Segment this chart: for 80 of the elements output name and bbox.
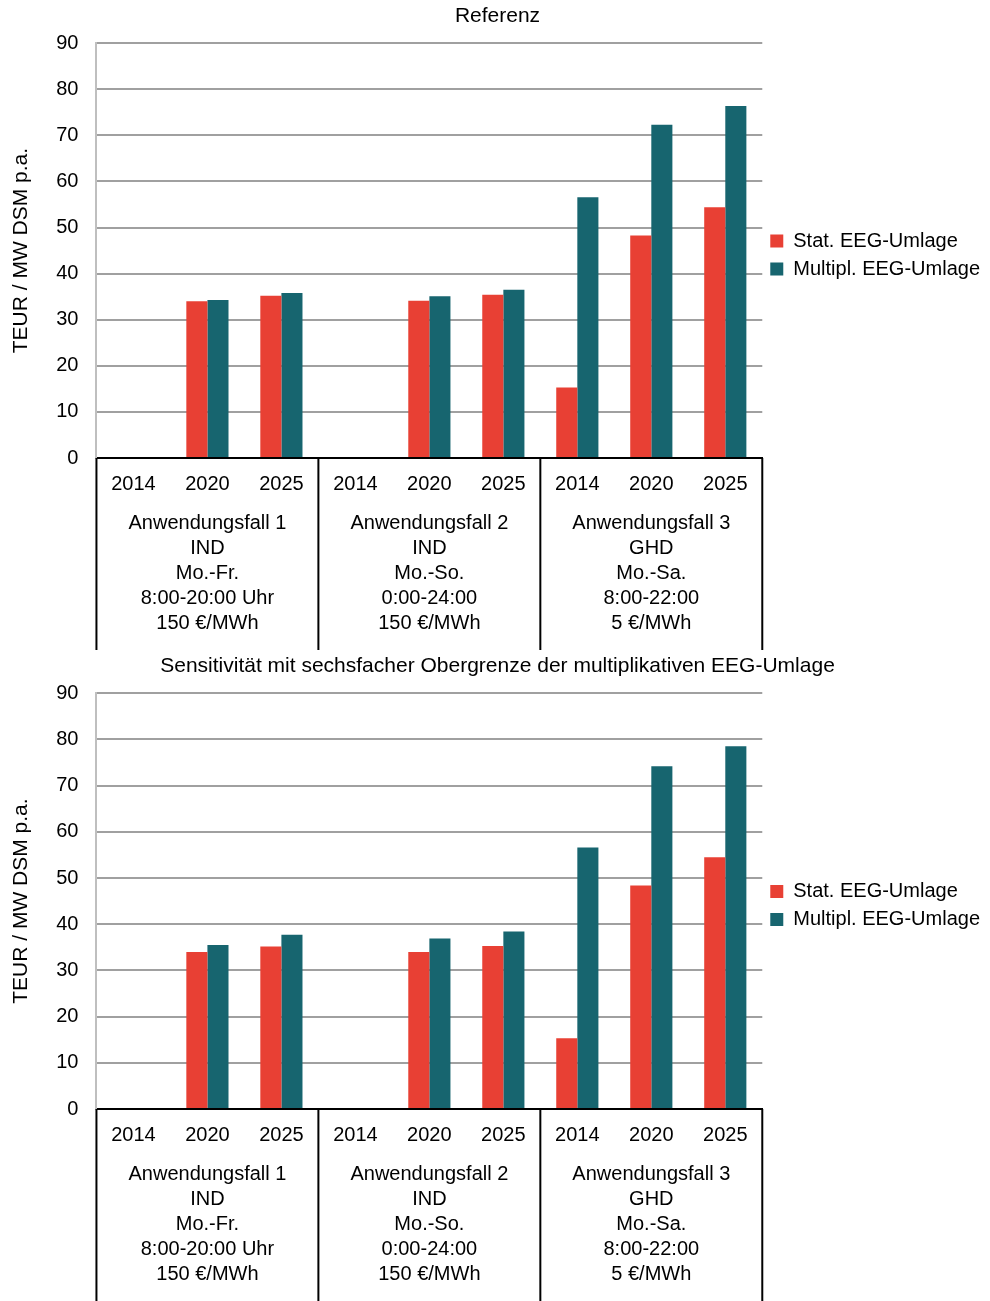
bar [725,105,747,457]
y-tick-label: 70 [56,122,79,145]
bar [408,951,430,1108]
bar [577,847,599,1108]
bar [186,301,208,457]
bar [207,299,229,457]
y-tick-label: 40 [56,261,79,284]
x-tick-label: 2014 [333,471,378,494]
y-tick-label: 90 [56,680,79,703]
bar [630,235,652,457]
y-tick-label: 40 [56,911,79,934]
x-tick-label: 2020 [185,471,230,494]
chart-title: Referenz [454,3,541,27]
y-tick-label: 80 [56,76,79,99]
bar [503,931,525,1108]
x-tick-label: 2020 [629,1122,674,1145]
x-tick-label: 2025 [703,471,748,494]
text: Anwendungsfall 2 IND Mo.-So. 0:00-24:00 150 €/MWh [350,510,509,633]
text: Anwendungsfall 1 IND Mo.-Fr. 8:00-20:00 Uhr 150 €/MWh [128,1161,287,1284]
legend-label: Stat. EEG-Umlage [793,228,958,251]
legend-label: Multipl. EEG-Umlage [793,907,980,930]
x-tick-label: 2014 [111,471,156,494]
bar [577,197,599,457]
bar [207,944,229,1108]
bar [556,1038,578,1108]
y-tick-label: 50 [56,215,79,238]
y-tick-label: 10 [56,1050,79,1073]
chart-title: Sensitivität mit sechsfacher Obergrenze der multiplikativen EEG-Umlage [160,653,835,677]
x-tick-label: 2025 [481,1122,526,1145]
y-tick-label: 20 [56,353,79,376]
x-tick-label: 2020 [407,471,452,494]
y-tick-label: 30 [56,957,79,980]
x-tick-label: 2014 [555,1122,600,1145]
x-tick-label: 2020 [185,1122,230,1145]
bar [408,300,430,457]
text: Anwendungsfall 1 IND Mo.-Fr. 8:00-20:00 Uhr 150 €/MWh [128,510,287,633]
text: Anwendungsfall 3 GHD Mo.-Sa. 8:00-22:00 5 €/MWh [572,510,731,633]
bar [651,766,673,1108]
x-tick-label: 2025 [703,1122,748,1145]
text: Anwendungsfall 2 IND Mo.-So. 0:00-24:00 150 €/MWh [350,1161,509,1284]
bar [482,294,504,457]
text: Anwendungsfall 3 GHD Mo.-Sa. 8:00-22:00 5 €/MWh [572,1161,731,1284]
bar [281,934,303,1108]
y-axis-title: TEUR / MW DSM p.a. [8,147,32,354]
bar [704,857,726,1108]
y-tick-label: 10 [56,399,79,422]
bar [482,945,504,1108]
y-tick-label: 0 [67,445,79,468]
x-tick-label: 2020 [407,1122,452,1145]
bar [704,207,726,457]
x-tick-label: 2025 [259,471,304,494]
x-tick-label: 2025 [481,471,526,494]
bar [429,938,451,1108]
legend-label: Stat. EEG-Umlage [793,879,958,902]
x-tick-label: 2020 [629,471,674,494]
bar [429,296,451,457]
bar [630,885,652,1108]
y-tick-label: 0 [67,1096,79,1119]
x-tick-label: 2025 [259,1122,304,1145]
y-tick-label: 70 [56,773,79,796]
y-tick-label: 30 [56,307,79,330]
bar [651,124,673,457]
bar [260,946,282,1108]
y-tick-label: 80 [56,726,79,749]
y-tick-label: 90 [56,30,79,53]
x-tick-label: 2014 [333,1122,378,1145]
bar [260,295,282,457]
legend-label: Multipl. EEG-Umlage [793,256,980,279]
y-tick-label: 60 [56,168,79,191]
bar [503,289,525,457]
bar [281,293,303,457]
bar [186,951,208,1108]
y-axis-title: TEUR / MW DSM p.a. [8,798,32,1004]
y-tick-label: 20 [56,1004,79,1027]
y-tick-label: 50 [56,865,79,888]
x-tick-label: 2014 [111,1122,156,1145]
bar [725,746,747,1108]
bar [556,387,578,457]
x-tick-label: 2014 [555,471,600,494]
y-tick-label: 60 [56,819,79,842]
